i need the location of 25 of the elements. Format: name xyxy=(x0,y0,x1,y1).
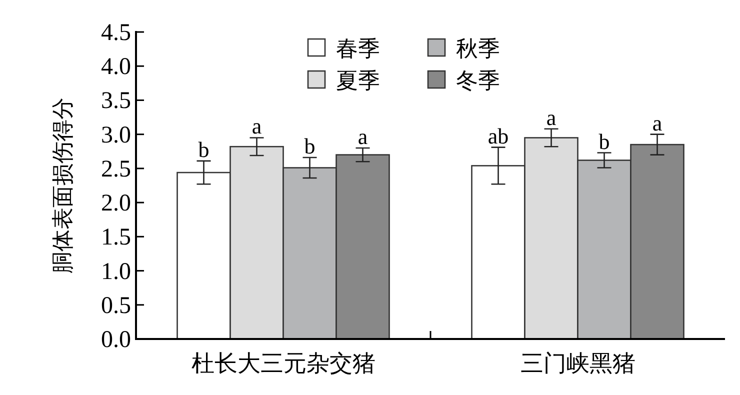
y-tick-label: 3.5 xyxy=(101,88,131,114)
y-tick-label: 0.5 xyxy=(101,292,131,319)
data-label: b xyxy=(198,136,210,162)
y-tick-label: 1.0 xyxy=(101,258,131,285)
y-tick-label: 1.5 xyxy=(101,224,131,251)
data-label: a xyxy=(358,124,368,149)
y-axis-title: 胴体表面损伤得分 xyxy=(50,98,75,274)
x-tick-label: 三门峡黑猪 xyxy=(520,351,636,376)
data-label: a xyxy=(652,110,662,136)
y-tick-label: 4.0 xyxy=(101,54,131,80)
data-label: ab xyxy=(488,123,509,148)
legend-label: 冬季 xyxy=(456,68,500,93)
x-tick-label: 杜长大三元杂交猪 xyxy=(191,351,376,376)
y-tick-label: 3.0 xyxy=(101,122,131,148)
legend-label: 春季 xyxy=(336,36,380,61)
data-label: b xyxy=(598,128,610,154)
legend-label: 夏季 xyxy=(336,68,380,93)
legend-label: 秋季 xyxy=(456,36,500,61)
y-tick-label: 2.0 xyxy=(101,190,131,217)
data-label: a xyxy=(546,104,556,130)
data-label: a xyxy=(252,114,262,139)
y-tick-label: 2.5 xyxy=(101,156,131,182)
data-label: b xyxy=(304,134,316,159)
y-tick-label: 0.0 xyxy=(101,327,131,353)
y-tick-label: 4.5 xyxy=(101,20,131,46)
